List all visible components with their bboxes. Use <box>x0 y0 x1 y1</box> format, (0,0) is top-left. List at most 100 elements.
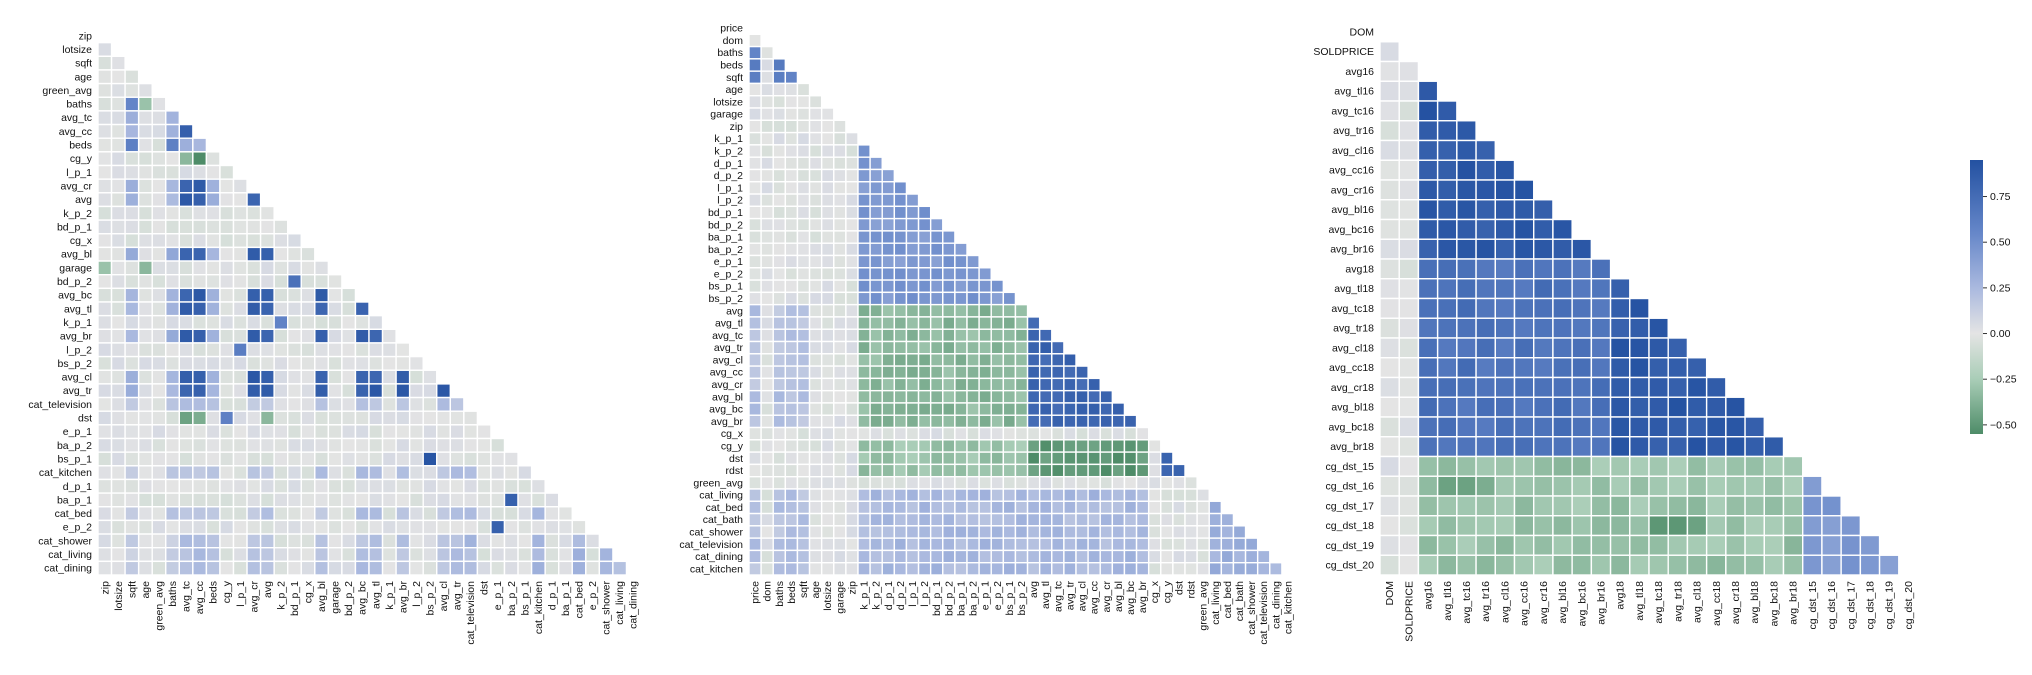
heatmap-cell <box>368 396 384 412</box>
heatmap-cell <box>395 355 411 371</box>
heatmap-cell <box>929 549 944 564</box>
heatmap-cell <box>833 414 847 429</box>
heatmap-cell <box>833 500 847 515</box>
heatmap-cell <box>1725 436 1746 458</box>
heatmap-cell <box>942 291 956 306</box>
heatmap-cell <box>784 230 799 244</box>
heatmap-cell <box>748 414 762 429</box>
heatmap-cell <box>990 439 1005 453</box>
heatmap-cell <box>1038 525 1053 539</box>
heatmap-cell <box>1475 357 1496 379</box>
heatmap-cell <box>1160 562 1174 576</box>
heatmap-cell <box>1099 389 1114 404</box>
heatmap-cell <box>869 267 883 281</box>
heatmap-cell <box>845 316 859 330</box>
heatmap-cell <box>259 478 275 494</box>
heatmap-cell <box>1533 495 1554 517</box>
heatmap-cell <box>232 506 248 522</box>
heatmap-cell <box>796 291 811 306</box>
heatmap-cell <box>178 355 194 371</box>
heatmap-cell <box>287 547 302 563</box>
heatmap-cell <box>990 389 1005 404</box>
heatmap-cell <box>808 475 823 490</box>
heatmap-cell <box>1014 451 1029 466</box>
heatmap-cell <box>978 426 992 441</box>
row-label: bs_p_1 <box>58 453 93 465</box>
row-label: cat_kitchen <box>690 563 743 575</box>
heatmap-cell <box>748 267 762 281</box>
heatmap-cell <box>1513 396 1535 418</box>
heatmap-cell <box>1099 488 1114 502</box>
heatmap-cell <box>869 316 883 330</box>
column-label: bd_p_2 <box>943 581 955 616</box>
heatmap-cell <box>1494 297 1516 319</box>
heatmap-cell <box>124 178 140 194</box>
heatmap-cell <box>1038 488 1053 502</box>
heatmap-cell <box>1002 402 1017 416</box>
heatmap-cell <box>1123 475 1138 490</box>
heatmap-cell <box>857 267 871 281</box>
heatmap-cell <box>929 475 944 490</box>
heatmap-cell <box>463 437 479 453</box>
heatmap-cell <box>772 414 787 429</box>
heatmap-cell <box>287 260 302 276</box>
heatmap-cell <box>503 478 519 494</box>
heatmap-cell <box>966 562 980 576</box>
heatmap-cell <box>966 353 980 367</box>
heatmap-cell <box>1398 199 1420 221</box>
heatmap-cell <box>1436 495 1458 517</box>
heatmap-cell <box>1571 396 1593 418</box>
heatmap-cell <box>1456 396 1477 418</box>
column-label: avg_tc <box>181 581 193 612</box>
heatmap-cell <box>760 537 774 552</box>
heatmap-cell <box>1135 426 1150 441</box>
colorbar-tick-label: −0.50 <box>1990 419 2017 431</box>
heatmap-cell <box>463 424 479 440</box>
heatmap-cell <box>1571 455 1593 477</box>
heatmap-cell <box>436 533 452 549</box>
heatmap-cell <box>219 383 235 399</box>
heatmap-cell <box>881 168 896 183</box>
heatmap-cell <box>368 437 384 453</box>
heatmap-cell <box>869 402 883 416</box>
colorbar: 0.750.500.250.00−0.25−0.50 <box>1970 160 2017 434</box>
heatmap-cell <box>436 506 452 522</box>
heatmap-cell <box>192 355 208 371</box>
heatmap-cell <box>929 389 944 404</box>
heatmap-cell <box>232 342 248 358</box>
heatmap-cell <box>820 365 835 380</box>
heatmap-cell <box>1417 199 1439 221</box>
heatmap-cell <box>1533 218 1554 240</box>
heatmap-cell <box>748 242 762 257</box>
heatmap-cell <box>165 506 181 522</box>
heatmap-cell <box>1051 389 1065 404</box>
heatmap-cell <box>422 519 438 535</box>
heatmap-cell <box>246 342 262 358</box>
heatmap-cell <box>490 519 506 535</box>
column-label: lotsize <box>113 581 125 611</box>
heatmap-cell <box>1111 439 1126 453</box>
heatmap-cell <box>1026 451 1041 466</box>
heatmap-cell <box>219 560 235 576</box>
heatmap-cell <box>368 465 384 481</box>
heatmap-cell <box>368 506 384 522</box>
heatmap-cell <box>893 181 908 195</box>
row-label: avg_cr <box>60 180 92 192</box>
heatmap-cell <box>368 519 384 535</box>
heatmap-cell <box>1552 376 1573 398</box>
heatmap-cell <box>833 193 847 208</box>
heatmap-cell <box>954 316 968 330</box>
heatmap-cell <box>1533 317 1554 339</box>
heatmap-cell <box>1147 562 1162 576</box>
heatmap-cell <box>300 519 316 535</box>
heatmap-cell <box>857 340 871 355</box>
heatmap-cell <box>246 383 262 399</box>
heatmap-cell <box>1629 297 1650 319</box>
heatmap-cell <box>97 301 113 317</box>
heatmap-cell <box>151 96 167 112</box>
heatmap-cell <box>1075 426 1089 441</box>
heatmap-cell <box>833 254 847 269</box>
heatmap-cell <box>110 560 126 576</box>
heatmap-cell <box>1026 316 1041 330</box>
heatmap-cell <box>1398 317 1420 339</box>
